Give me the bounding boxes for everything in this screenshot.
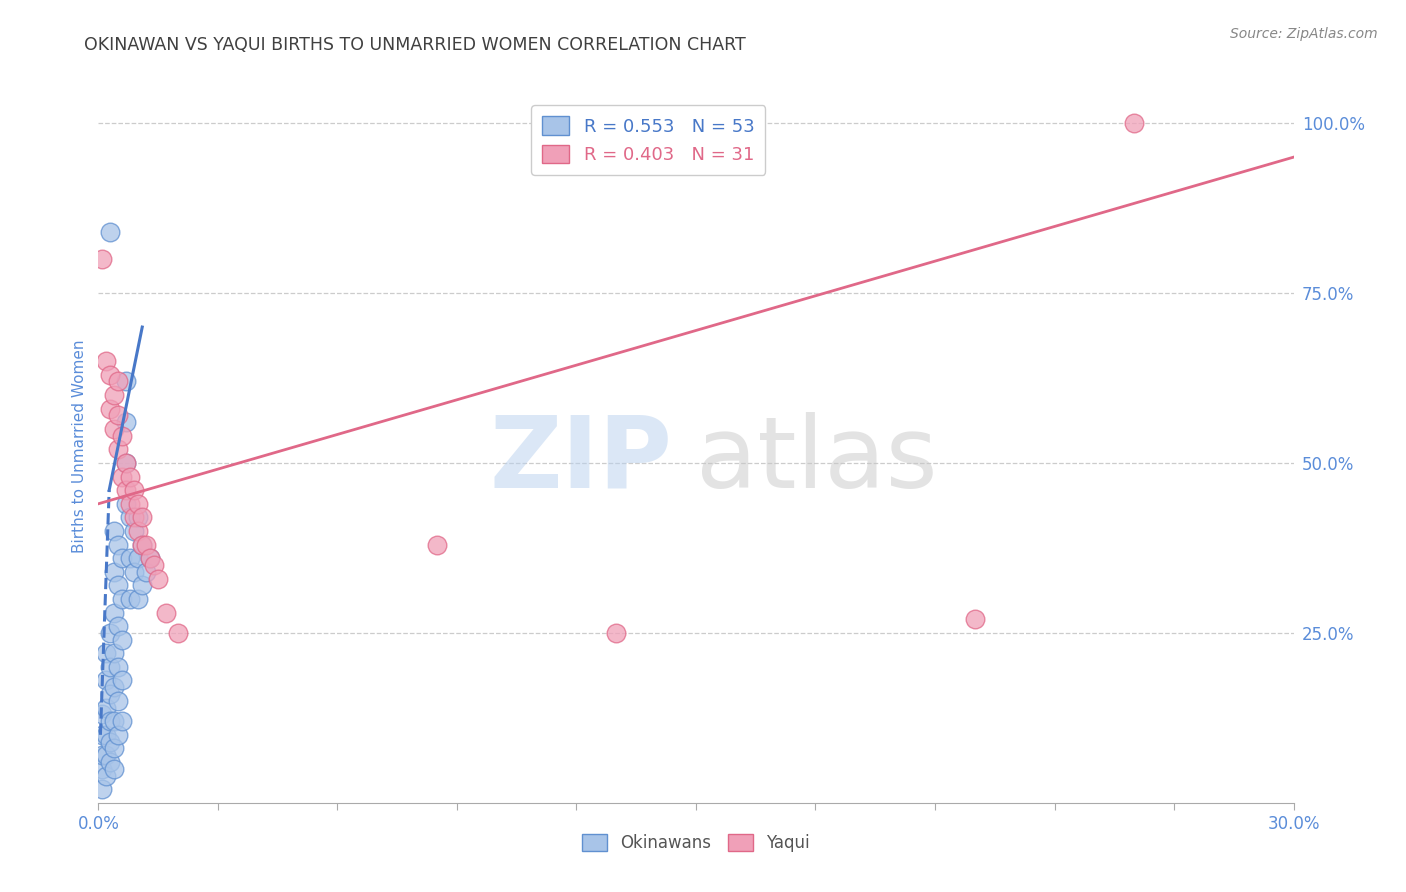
Point: [98, 401, 122, 416]
Point: [107, 694, 129, 708]
Point: [1123, 116, 1146, 130]
Point: [98, 687, 122, 701]
Point: [155, 606, 177, 620]
Point: [115, 375, 138, 389]
Point: [107, 442, 129, 457]
Point: [91, 707, 114, 722]
Point: [103, 565, 125, 579]
Point: [96, 354, 118, 368]
Point: [131, 537, 153, 551]
Point: [124, 483, 146, 498]
Point: [96, 728, 118, 742]
Point: [91, 762, 114, 776]
Point: [111, 469, 134, 483]
Point: [91, 728, 114, 742]
Point: [98, 755, 122, 769]
Point: [127, 551, 149, 566]
Point: [127, 497, 149, 511]
Point: [96, 700, 118, 714]
Point: [111, 591, 134, 606]
Point: [111, 714, 134, 729]
Point: [115, 415, 138, 429]
Point: [148, 572, 170, 586]
Y-axis label: Births to Unmarried Women: Births to Unmarried Women: [72, 339, 87, 553]
Point: [91, 782, 114, 797]
Point: [107, 619, 129, 633]
Point: [120, 469, 142, 483]
Point: [143, 558, 166, 572]
Text: Source: ZipAtlas.com: Source: ZipAtlas.com: [1230, 27, 1378, 41]
Point: [139, 551, 162, 566]
Point: [135, 565, 157, 579]
Point: [96, 673, 118, 688]
Point: [91, 748, 114, 763]
Point: [127, 524, 149, 538]
Legend: Okinawans, Yaqui: Okinawans, Yaqui: [575, 827, 817, 859]
Point: [115, 497, 138, 511]
Point: [127, 510, 149, 524]
Point: [605, 626, 627, 640]
Point: [98, 368, 122, 382]
Point: [127, 591, 149, 606]
Point: [103, 524, 125, 538]
Point: [131, 578, 153, 592]
Point: [124, 524, 146, 538]
Point: [120, 591, 142, 606]
Point: [91, 252, 114, 266]
Point: [103, 422, 125, 436]
Point: [131, 537, 153, 551]
Point: [167, 626, 190, 640]
Point: [98, 626, 122, 640]
Point: [135, 537, 157, 551]
Point: [103, 680, 125, 694]
Text: ZIP: ZIP: [489, 412, 672, 508]
Point: [103, 388, 125, 402]
Point: [124, 565, 146, 579]
Point: [111, 551, 134, 566]
Point: [96, 769, 118, 783]
Point: [107, 409, 129, 423]
Point: [96, 748, 118, 763]
Point: [107, 537, 129, 551]
Point: [120, 551, 142, 566]
Point: [107, 660, 129, 674]
Point: [111, 673, 134, 688]
Point: [963, 612, 986, 626]
Point: [103, 646, 125, 660]
Point: [96, 646, 118, 660]
Point: [111, 632, 134, 647]
Point: [103, 741, 125, 756]
Point: [120, 510, 142, 524]
Point: [98, 714, 122, 729]
Text: atlas: atlas: [696, 412, 938, 508]
Point: [107, 375, 129, 389]
Point: [426, 537, 449, 551]
Point: [131, 510, 153, 524]
Point: [111, 429, 134, 443]
Point: [98, 660, 122, 674]
Point: [120, 497, 142, 511]
Point: [103, 606, 125, 620]
Point: [98, 734, 122, 748]
Point: [107, 728, 129, 742]
Point: [139, 551, 162, 566]
Point: [115, 456, 138, 470]
Point: [103, 714, 125, 729]
Point: [115, 483, 138, 498]
Point: [98, 225, 122, 239]
Point: [107, 578, 129, 592]
Point: [115, 456, 138, 470]
Text: OKINAWAN VS YAQUI BIRTHS TO UNMARRIED WOMEN CORRELATION CHART: OKINAWAN VS YAQUI BIRTHS TO UNMARRIED WO…: [84, 36, 747, 54]
Point: [124, 510, 146, 524]
Point: [103, 762, 125, 776]
